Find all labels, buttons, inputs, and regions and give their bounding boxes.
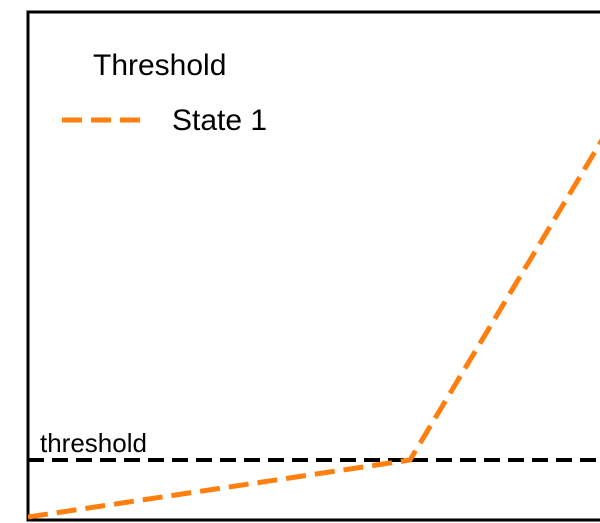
plot-frame bbox=[26, 10, 600, 522]
series-line-state-1 bbox=[28, 138, 600, 520]
legend: Threshold State 1 bbox=[62, 49, 267, 137]
series-lines bbox=[28, 138, 600, 520]
legend-title: Threshold bbox=[93, 49, 226, 82]
threshold-label: threshold bbox=[40, 428, 147, 458]
legend-entries: State 1 bbox=[62, 104, 267, 137]
legend-label: State 1 bbox=[172, 104, 267, 137]
